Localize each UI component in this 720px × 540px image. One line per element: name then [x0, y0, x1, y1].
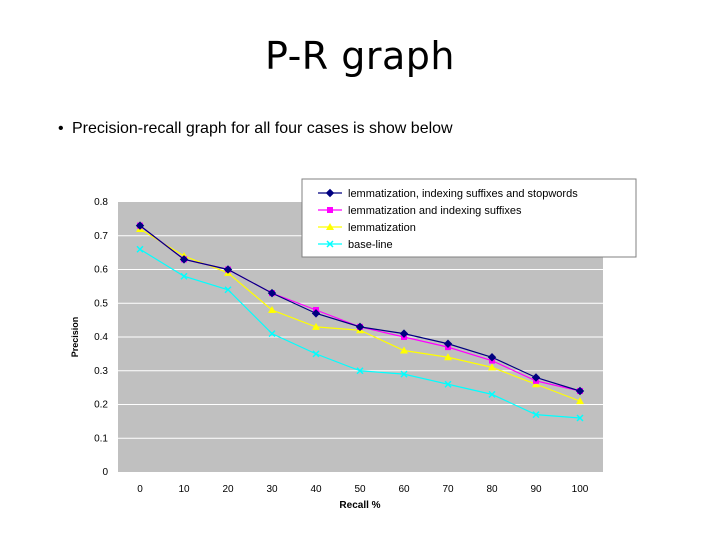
y-tick-label: 0 [102, 467, 108, 478]
legend-marker [326, 240, 334, 248]
legend-box [301, 178, 637, 258]
bullet-text: Precision-recall graph for all four case… [72, 120, 453, 137]
y-tick-label: 0.2 [94, 400, 108, 411]
data-point [488, 390, 496, 398]
data-point [487, 353, 497, 362]
slide-title: P-R graph [264, 34, 455, 78]
data-point [488, 363, 496, 371]
data-point [312, 322, 320, 330]
legend-marker [327, 207, 333, 213]
legend-item: lemmatization [318, 222, 416, 234]
x-axis-label: Recall % [339, 500, 380, 511]
data-point [135, 221, 145, 230]
data-point [400, 370, 408, 378]
y-tick-label: 0.8 [94, 197, 108, 208]
legend-marker [325, 188, 335, 198]
x-tick-label: 0 [137, 484, 143, 495]
legend-item: lemmatization, indexing suffixes and sto… [318, 188, 578, 200]
x-tick-label: 10 [178, 484, 190, 495]
data-point [312, 350, 320, 358]
y-tick-label: 0.3 [94, 366, 108, 377]
x-tick-label: 90 [530, 484, 542, 495]
legend-label: base-line [348, 239, 393, 251]
series-1 [135, 221, 585, 396]
data-point [399, 329, 409, 338]
x-tick-label: 30 [266, 484, 278, 495]
legend-label: lemmatization, indexing suffixes and sto… [348, 188, 578, 200]
data-point [267, 288, 277, 298]
legend-label: lemmatization [348, 222, 416, 234]
data-point [223, 265, 233, 274]
x-tick-label: 70 [442, 484, 454, 495]
data-point [180, 272, 188, 280]
y-tick-label: 0.1 [94, 433, 108, 444]
data-point [444, 380, 452, 388]
y-tick-label: 0.7 [94, 231, 108, 242]
data-point [444, 353, 452, 361]
series-4 [136, 245, 584, 422]
x-tick-label: 60 [398, 484, 410, 495]
x-tick-label: 50 [354, 484, 366, 495]
data-point [576, 397, 584, 405]
data-point [355, 322, 365, 332]
x-tick-label: 100 [572, 484, 589, 495]
data-point [268, 306, 276, 313]
bullet-item: • Precision-recall graph for all four cas… [58, 120, 453, 138]
data-point [400, 346, 408, 354]
data-point [575, 386, 585, 396]
data-point [443, 339, 453, 348]
legend-marker [326, 223, 334, 230]
data-point [356, 367, 364, 375]
y-axis-label: Precision [70, 317, 80, 358]
bullet-marker: • [58, 120, 64, 137]
legend-label: lemmatization and indexing suffixes [348, 205, 522, 217]
data-point [532, 411, 540, 419]
x-tick-label: 40 [310, 484, 322, 495]
data-point [179, 255, 189, 264]
data-point [531, 373, 541, 382]
y-tick-label: 0.5 [94, 298, 108, 309]
data-point [268, 330, 276, 338]
data-point [224, 286, 232, 294]
legend: lemmatization, indexing suffixes and sto… [318, 188, 578, 251]
data-point [136, 245, 144, 253]
legend-item: base-line [318, 239, 393, 251]
x-tick-label: 20 [222, 484, 234, 495]
y-tick-label: 0.6 [94, 265, 108, 276]
data-point [311, 309, 321, 318]
data-point [576, 414, 584, 422]
legend-item: lemmatization and indexing suffixes [318, 205, 522, 217]
y-tick-label: 0.4 [94, 332, 108, 343]
x-tick-label: 80 [486, 484, 498, 495]
